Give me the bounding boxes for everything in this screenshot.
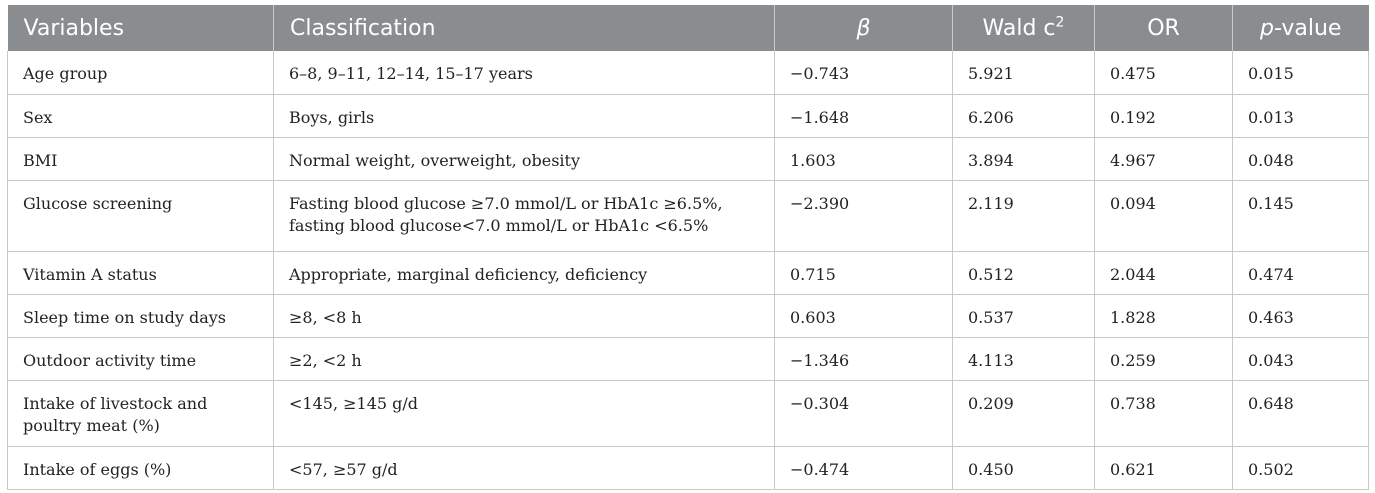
cell-classification: <145, ≥145 g/d: [273, 380, 775, 447]
cell-p: 0.015: [1232, 51, 1369, 95]
table-row: Intake of eggs (%) <57, ≥57 g/d −0.474 0…: [7, 446, 1369, 490]
cell-p: 0.013: [1232, 94, 1369, 138]
cell-variable: Glucose screening: [7, 180, 274, 252]
cell-wald: 5.921: [952, 51, 1095, 95]
classification-line: Fasting blood glucose ≥7.0 mmol/L or HbA…: [289, 193, 723, 213]
variable-line: poultry meat (%): [23, 415, 160, 435]
cell-classification: <57, ≥57 g/d: [273, 446, 775, 490]
cell-classification: ≥2, <2 h: [273, 337, 775, 381]
variable-line: Intake of livestock and: [23, 393, 208, 413]
cell-beta: −0.304: [774, 380, 953, 447]
cell-variable: Sleep time on study days: [7, 294, 274, 338]
table-row: Sex Boys, girls −1.648 6.206 0.192 0.013: [7, 94, 1369, 138]
table-row: Glucose screening Fasting blood glucose …: [7, 180, 1369, 252]
table-row: Sleep time on study days ≥8, <8 h 0.603 …: [7, 294, 1369, 338]
cell-variable: Outdoor activity time: [7, 337, 274, 381]
cell-p: 0.145: [1232, 180, 1369, 252]
cell-beta: 0.715: [774, 251, 953, 295]
cell-or: 0.259: [1094, 337, 1233, 381]
cell-variable: Sex: [7, 94, 274, 138]
cell-beta: −2.390: [774, 180, 953, 252]
header-variables: Variables: [7, 5, 274, 51]
cell-wald: 4.113: [952, 337, 1095, 381]
cell-or: 0.621: [1094, 446, 1233, 490]
cell-beta: −1.346: [774, 337, 953, 381]
header-classification: Classification: [273, 5, 775, 51]
cell-or: 0.738: [1094, 380, 1233, 447]
cell-wald: 0.537: [952, 294, 1095, 338]
header-wald-base: Wald c: [982, 15, 1056, 41]
header-row: Variables Classification β Wald c2 OR p-…: [7, 5, 1369, 51]
cell-p: 0.048: [1232, 137, 1369, 181]
header-or: OR: [1094, 5, 1233, 51]
table-row: Age group 6–8, 9–11, 12–14, 15–17 years …: [7, 51, 1369, 95]
table-row: Vitamin A status Appropriate, marginal d…: [7, 251, 1369, 295]
cell-p: 0.463: [1232, 294, 1369, 338]
cell-wald: 2.119: [952, 180, 1095, 252]
cell-classification: ≥8, <8 h: [273, 294, 775, 338]
cell-variable: Vitamin A status: [7, 251, 274, 295]
cell-wald: 0.209: [952, 380, 1095, 447]
cell-wald: 0.512: [952, 251, 1095, 295]
cell-or: 4.967: [1094, 137, 1233, 181]
cell-p: 0.043: [1232, 337, 1369, 381]
header-p-suffix: -value: [1274, 15, 1342, 41]
cell-or: 0.094: [1094, 180, 1233, 252]
classification-line: fasting blood glucose<7.0 mmol/L or HbA1…: [289, 215, 709, 235]
cell-classification: Boys, girls: [273, 94, 775, 138]
cell-p: 0.474: [1232, 251, 1369, 295]
header-p-value: p-value: [1232, 5, 1369, 51]
regression-table-container: Variables Classification β Wald c2 OR p-…: [7, 5, 1369, 490]
cell-or: 0.475: [1094, 51, 1233, 95]
table-row: Intake of livestock and poultry meat (%)…: [7, 380, 1369, 447]
cell-or: 2.044: [1094, 251, 1233, 295]
table-row: BMI Normal weight, overweight, obesity 1…: [7, 137, 1369, 181]
table-row: Outdoor activity time ≥2, <2 h −1.346 4.…: [7, 337, 1369, 381]
header-p-italic: p: [1260, 15, 1274, 41]
cell-variable: Intake of livestock and poultry meat (%): [7, 380, 274, 447]
cell-wald: 0.450: [952, 446, 1095, 490]
cell-or: 0.192: [1094, 94, 1233, 138]
cell-variable: Intake of eggs (%): [7, 446, 274, 490]
cell-classification: 6–8, 9–11, 12–14, 15–17 years: [273, 51, 775, 95]
header-beta: β: [774, 5, 953, 51]
header-wald: Wald c2: [952, 5, 1095, 51]
cell-beta: −0.743: [774, 51, 953, 95]
cell-beta: −0.474: [774, 446, 953, 490]
regression-table: Variables Classification β Wald c2 OR p-…: [7, 5, 1369, 490]
header-wald-sup: 2: [1055, 14, 1065, 31]
cell-wald: 6.206: [952, 94, 1095, 138]
cell-variable: Age group: [7, 51, 274, 95]
cell-beta: 0.603: [774, 294, 953, 338]
cell-variable: BMI: [7, 137, 274, 181]
cell-classification: Appropriate, marginal deficiency, defici…: [273, 251, 775, 295]
cell-classification: Fasting blood glucose ≥7.0 mmol/L or HbA…: [273, 180, 775, 252]
cell-beta: −1.648: [774, 94, 953, 138]
cell-or: 1.828: [1094, 294, 1233, 338]
cell-p: 0.502: [1232, 446, 1369, 490]
cell-beta: 1.603: [774, 137, 953, 181]
cell-wald: 3.894: [952, 137, 1095, 181]
cell-p: 0.648: [1232, 380, 1369, 447]
cell-classification: Normal weight, overweight, obesity: [273, 137, 775, 181]
